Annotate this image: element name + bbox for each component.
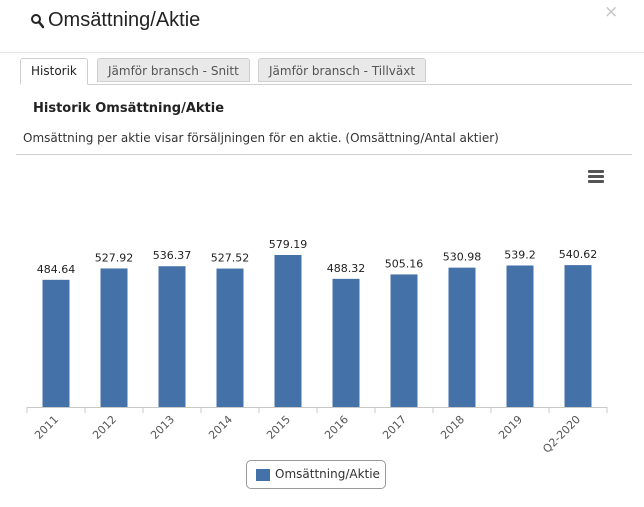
x-tick-label: 2012: [90, 413, 119, 442]
x-tick-label: 2011: [32, 413, 61, 442]
x-tick-label: 2013: [148, 413, 177, 442]
bar-2013[interactable]: [158, 266, 186, 407]
section-description: Omsättning per aktie visar försäljningen…: [23, 131, 499, 145]
divider: [16, 154, 632, 155]
data-label: 488.32: [327, 262, 366, 275]
data-label: 579.19: [269, 238, 308, 251]
bar-2018[interactable]: [448, 267, 476, 407]
bar-2015[interactable]: [274, 255, 302, 407]
data-label: 527.52: [211, 252, 250, 265]
legend-swatch: [256, 469, 270, 481]
x-tick-label: 2016: [322, 413, 351, 442]
data-label: 527.92: [95, 251, 134, 264]
dialog-header: Omsättning/Aktie ×: [0, 0, 644, 53]
data-label: 505.16: [385, 257, 424, 270]
x-tick-label: 2014: [206, 413, 235, 442]
bar-2019[interactable]: [506, 265, 534, 407]
search-icon: [31, 14, 44, 29]
data-label: 484.64: [37, 263, 76, 276]
chart-legend[interactable]: Omsättning/Aktie: [246, 460, 386, 489]
bar-2016[interactable]: [332, 278, 360, 407]
data-label: 540.62: [559, 248, 598, 261]
bar-2011[interactable]: [42, 279, 70, 407]
bar-2014[interactable]: [216, 268, 244, 407]
hamburger-menu-icon[interactable]: [586, 168, 606, 186]
tab-bar: Historik Jämför bransch - Snitt Jämför b…: [20, 58, 632, 85]
x-tick-label: 2018: [438, 413, 467, 442]
x-tick-label: 2019: [496, 413, 525, 442]
tab-historik[interactable]: Historik: [20, 58, 88, 85]
tab-jamfor-tillvaxt[interactable]: Jämför bransch - Tillväxt: [258, 58, 427, 82]
tab-jamfor-snitt[interactable]: Jämför bransch - Snitt: [97, 58, 250, 82]
x-tick-label: Q2-2020: [540, 413, 583, 456]
bar-Q2-2020[interactable]: [564, 265, 592, 407]
x-tick-label: 2015: [264, 413, 293, 442]
dialog-title: Omsättning/Aktie: [48, 9, 201, 31]
x-tick-label: 2017: [380, 413, 409, 442]
legend-label: Omsättning/Aktie: [275, 467, 380, 481]
data-label: 536.37: [153, 249, 192, 262]
data-label: 539.2: [504, 248, 536, 261]
data-label: 530.98: [443, 251, 482, 264]
section-title: Historik Omsättning/Aktie: [33, 101, 225, 116]
bar-2012[interactable]: [100, 268, 128, 407]
close-icon[interactable]: ×: [604, 2, 619, 22]
bar-2017[interactable]: [390, 274, 418, 407]
